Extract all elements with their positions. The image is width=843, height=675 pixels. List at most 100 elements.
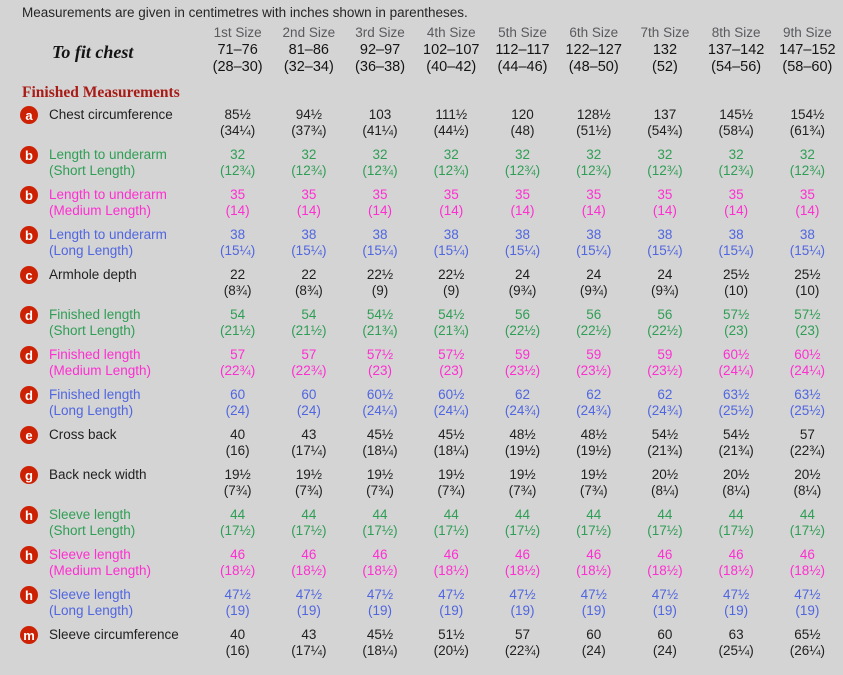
measurement-cell: 48½ (19½) (558, 427, 629, 459)
size-header-label: 2nd Size (282, 25, 336, 40)
measurement-cell: 35 (14) (558, 187, 629, 219)
inch-value: (22¾) (504, 643, 541, 658)
cm-value: 40 (230, 627, 246, 642)
measurement-cell: 60½ (24¼) (344, 387, 415, 419)
row-letter-badge: h (20, 546, 38, 564)
cm-value: 19½ (295, 467, 322, 482)
inch-value: (14) (296, 203, 321, 218)
inch-value: (19) (225, 603, 250, 618)
row-label: Sleeve circumference (49, 627, 179, 643)
cm-value: 128½ (576, 107, 611, 122)
cm-value: 38 (230, 227, 246, 242)
cm-value: 59 (657, 347, 673, 362)
inch-value: (9¾) (508, 283, 537, 298)
cm-value: 57 (301, 347, 317, 362)
measurement-cell: 57½ (23) (772, 307, 843, 339)
cm-value: 24 (586, 267, 602, 282)
inch-value: (24) (581, 643, 606, 658)
cm-value: 35 (301, 187, 317, 202)
measurement-cell: 32 (12¾) (202, 147, 273, 179)
cm-value: 47½ (224, 587, 251, 602)
cm-value: 20½ (651, 467, 679, 482)
inch-value: (18½) (576, 563, 612, 578)
measurement-cell: 38 (15¼) (772, 227, 843, 259)
cm-value: 46 (728, 547, 744, 562)
measurement-cell: 44 (17½) (416, 507, 487, 539)
inch-value: (48) (510, 123, 535, 138)
cm-value: 45½ (438, 427, 465, 442)
inch-value: (24¾) (647, 403, 683, 418)
measurement-cell: 38 (15¼) (558, 227, 629, 259)
row-label: Length to underarm (Short Length) (49, 147, 167, 179)
row-sublabel-line: (Short Length) (49, 163, 136, 178)
size-header-label: 7th Size (640, 25, 690, 40)
inch-value: (17½) (576, 523, 612, 538)
cm-value: 38 (657, 227, 673, 242)
inch-value: (22¾) (291, 363, 327, 378)
row-letter-badge: a (20, 106, 38, 124)
row-label-cell: a Chest circumference (0, 106, 202, 124)
cm-value: 47½ (509, 587, 536, 602)
measurement-cell: 60½ (24¼) (416, 387, 487, 419)
cm-value: 56 (657, 307, 673, 322)
measurement-cell: 57 (22¾) (273, 347, 344, 379)
measurement-cell: 35 (14) (202, 187, 273, 219)
inch-value: (34¼) (219, 123, 256, 138)
inch-value: (9) (371, 283, 389, 298)
cm-value: 94½ (295, 107, 322, 122)
inch-value: (44½) (433, 123, 469, 138)
row-sublabel-line: (Short Length) (49, 323, 136, 338)
inch-value: (22¾) (789, 443, 826, 458)
inch-value: (10) (724, 283, 749, 298)
row-label-cell: b Length to underarm (Medium Length) (0, 186, 202, 219)
cm-value: 60½ (366, 387, 394, 402)
to-fit-chest-cell: 147–152 (58–60) (772, 42, 843, 75)
measurement-cell: 47½ (19) (629, 587, 700, 619)
measurement-cell: 32 (12¾) (487, 147, 558, 179)
inch-value: (58¼) (718, 123, 754, 138)
cm-value: 47½ (794, 587, 821, 602)
cm-value: 24 (657, 267, 673, 282)
cm-range: 112–117 (495, 42, 550, 58)
inch-range: (48–50) (568, 58, 619, 75)
inch-value: (15¼) (504, 243, 541, 258)
inch-value: (61¾) (789, 123, 826, 138)
measurement-row: b Length to underarm (Long Length) 38 (15¼) 3… (0, 226, 843, 259)
measurement-cell: 111½ (44½) (416, 107, 487, 139)
cm-range: 137–142 (707, 42, 765, 58)
measurement-row: b Length to underarm (Medium Length) 35 (14)… (0, 186, 843, 219)
cm-value: 22½ (366, 267, 394, 282)
inch-value: (17½) (433, 523, 469, 538)
inch-value: (18½) (362, 563, 398, 578)
measurement-cell: 32 (12¾) (416, 147, 487, 179)
cm-value: 59 (586, 347, 602, 362)
row-label-line: Finished length (49, 347, 141, 362)
cm-value: 63½ (723, 387, 750, 402)
row-sublabel-line: (Long Length) (49, 403, 134, 418)
inch-value: (19) (795, 603, 820, 618)
inch-value: (21½) (219, 323, 256, 338)
measurement-cell: 38 (15¼) (629, 227, 700, 259)
cm-value: 54½ (723, 427, 750, 442)
measurement-cell: 19½ (7¾) (416, 467, 487, 499)
inch-value: (23½) (576, 363, 612, 378)
inch-value: (26¼) (789, 643, 826, 658)
cm-value: 20½ (723, 467, 750, 482)
row-label-line: Back neck width (49, 467, 147, 482)
inch-value: (12¾) (362, 163, 398, 178)
row-label: Sleeve length (Short Length) (49, 507, 135, 539)
measurement-cell: 57½ (23) (416, 347, 487, 379)
inch-value: (37¾) (291, 123, 327, 138)
measurement-cell: 22½ (9) (416, 267, 487, 299)
row-sublabel-line: (Medium Length) (49, 363, 152, 378)
cm-value: 46 (799, 547, 815, 562)
measurement-cell: 137 (54¾) (629, 107, 700, 139)
inch-value: (17½) (291, 523, 327, 538)
measurement-cell: 19½ (7¾) (487, 467, 558, 499)
cm-value: 38 (443, 227, 459, 242)
inch-value: (12¾) (219, 163, 256, 178)
measurement-cell: 35 (14) (273, 187, 344, 219)
row-label-line: Sleeve length (49, 507, 131, 522)
inch-value: (15¼) (219, 243, 256, 258)
row-letter-badge: b (20, 146, 38, 164)
